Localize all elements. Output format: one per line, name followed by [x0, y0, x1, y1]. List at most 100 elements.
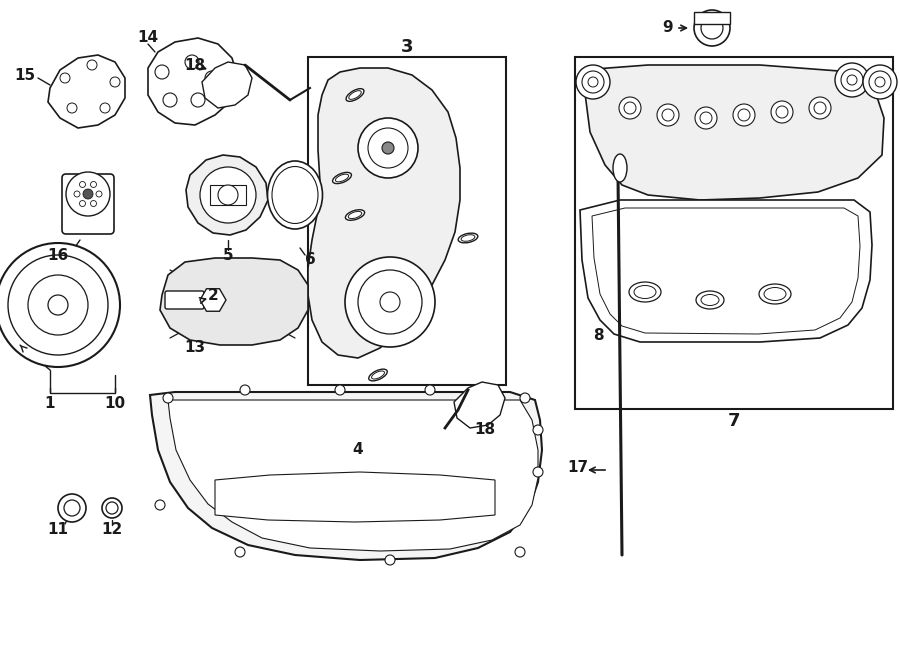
- Circle shape: [694, 10, 730, 46]
- Circle shape: [28, 275, 88, 335]
- Circle shape: [695, 107, 717, 129]
- Circle shape: [66, 172, 110, 216]
- Circle shape: [358, 118, 418, 178]
- Circle shape: [700, 112, 712, 124]
- Text: 10: 10: [104, 395, 126, 410]
- Circle shape: [809, 97, 831, 119]
- Ellipse shape: [348, 212, 362, 219]
- Circle shape: [163, 93, 177, 107]
- Circle shape: [425, 385, 435, 395]
- Polygon shape: [202, 62, 252, 108]
- Ellipse shape: [764, 288, 786, 301]
- Ellipse shape: [696, 291, 724, 309]
- Circle shape: [0, 243, 120, 367]
- Circle shape: [218, 185, 238, 205]
- Circle shape: [701, 17, 723, 39]
- Circle shape: [87, 60, 97, 70]
- Circle shape: [624, 102, 636, 114]
- Polygon shape: [200, 289, 226, 311]
- Circle shape: [205, 71, 219, 85]
- Ellipse shape: [369, 369, 387, 381]
- Circle shape: [91, 200, 96, 206]
- Circle shape: [58, 494, 86, 522]
- Circle shape: [814, 102, 826, 114]
- Circle shape: [83, 189, 93, 199]
- Polygon shape: [582, 65, 884, 200]
- Circle shape: [200, 167, 256, 223]
- Text: 2: 2: [208, 288, 219, 303]
- Circle shape: [335, 385, 345, 395]
- Text: 5: 5: [222, 247, 233, 262]
- Text: 18: 18: [184, 58, 205, 73]
- Circle shape: [847, 75, 857, 85]
- Circle shape: [8, 255, 108, 355]
- Text: 15: 15: [14, 67, 36, 83]
- Circle shape: [102, 498, 122, 518]
- Ellipse shape: [267, 161, 322, 229]
- Circle shape: [368, 128, 408, 168]
- Circle shape: [91, 182, 96, 188]
- Circle shape: [385, 555, 395, 565]
- Circle shape: [345, 257, 435, 347]
- Circle shape: [588, 77, 598, 87]
- Ellipse shape: [613, 154, 627, 182]
- Circle shape: [74, 191, 80, 197]
- Circle shape: [235, 547, 245, 557]
- Circle shape: [356, 416, 384, 444]
- Ellipse shape: [372, 371, 384, 379]
- Text: 6: 6: [304, 253, 315, 268]
- Polygon shape: [168, 400, 538, 551]
- Polygon shape: [580, 200, 872, 342]
- Ellipse shape: [461, 235, 475, 241]
- Text: 13: 13: [184, 340, 205, 356]
- Text: 12: 12: [102, 522, 122, 537]
- Circle shape: [869, 71, 891, 93]
- Circle shape: [240, 385, 250, 395]
- Circle shape: [100, 103, 110, 113]
- Circle shape: [79, 182, 86, 188]
- Circle shape: [64, 500, 80, 516]
- Circle shape: [657, 104, 679, 126]
- Circle shape: [582, 71, 604, 93]
- Circle shape: [155, 500, 165, 510]
- Bar: [308, 57, 506, 385]
- Circle shape: [776, 106, 788, 118]
- Circle shape: [191, 93, 205, 107]
- Text: 16: 16: [48, 247, 68, 262]
- Text: 7: 7: [728, 412, 740, 430]
- Circle shape: [520, 393, 530, 403]
- Circle shape: [875, 77, 885, 87]
- Polygon shape: [150, 392, 542, 560]
- Circle shape: [662, 109, 674, 121]
- Circle shape: [60, 73, 70, 83]
- Circle shape: [733, 104, 755, 126]
- Circle shape: [348, 408, 392, 452]
- Circle shape: [96, 191, 102, 197]
- Ellipse shape: [349, 91, 361, 99]
- Polygon shape: [186, 155, 268, 235]
- Ellipse shape: [629, 282, 661, 302]
- Circle shape: [79, 200, 86, 206]
- Text: 3: 3: [400, 38, 413, 56]
- Polygon shape: [592, 208, 860, 334]
- Circle shape: [48, 295, 68, 315]
- Polygon shape: [308, 68, 460, 358]
- FancyBboxPatch shape: [165, 291, 204, 309]
- Text: 8: 8: [593, 327, 603, 342]
- Circle shape: [835, 63, 869, 97]
- Circle shape: [382, 142, 394, 154]
- Ellipse shape: [701, 295, 719, 305]
- Text: 9: 9: [662, 20, 673, 36]
- Circle shape: [515, 547, 525, 557]
- Polygon shape: [215, 472, 495, 522]
- Polygon shape: [148, 38, 238, 125]
- Circle shape: [533, 425, 543, 435]
- Circle shape: [358, 270, 422, 334]
- Ellipse shape: [346, 210, 365, 220]
- Circle shape: [619, 97, 641, 119]
- Bar: [694, 12, 730, 24]
- Circle shape: [106, 502, 118, 514]
- Ellipse shape: [336, 175, 348, 182]
- Circle shape: [163, 393, 173, 403]
- Text: 18: 18: [474, 422, 496, 438]
